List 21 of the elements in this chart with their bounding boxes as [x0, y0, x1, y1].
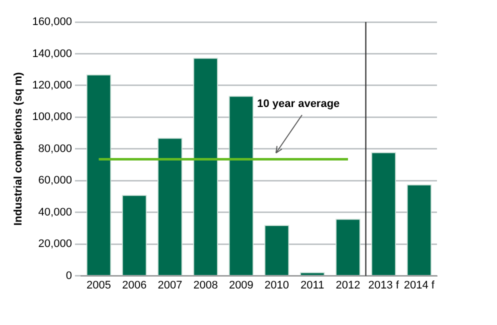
y-tick-label: 120,000: [32, 79, 72, 92]
x-tick-label: 2011: [300, 279, 324, 292]
x-tick-label: 2008: [193, 279, 218, 292]
x-tick-label: 2014 f: [404, 279, 436, 292]
x-tick-label: 2013 f: [368, 279, 400, 292]
y-tick-label: 0: [66, 270, 72, 282]
text: 10 year average: [257, 98, 340, 110]
y-tick-label: 60,000: [38, 174, 72, 187]
y-tick-label: 20,000: [38, 238, 72, 250]
x-tick-label: 2007: [158, 279, 182, 292]
y-tick-label: 100,000: [32, 111, 72, 124]
x-tick-label: 2010: [264, 279, 290, 292]
x-tick-label: 2012: [336, 279, 360, 292]
y-tick-label: 80,000: [38, 142, 72, 155]
y-tick-label: 40,000: [38, 206, 72, 218]
y-axis-title: Industrial completions (sq m): [12, 72, 25, 226]
x-tick-label: 2006: [122, 279, 147, 292]
y-tick-label: 160,000: [32, 16, 72, 28]
y-tick-label: 140,000: [32, 48, 72, 60]
x-tick-label: 2005: [86, 279, 112, 292]
x-tick-label: 2009: [228, 279, 254, 292]
